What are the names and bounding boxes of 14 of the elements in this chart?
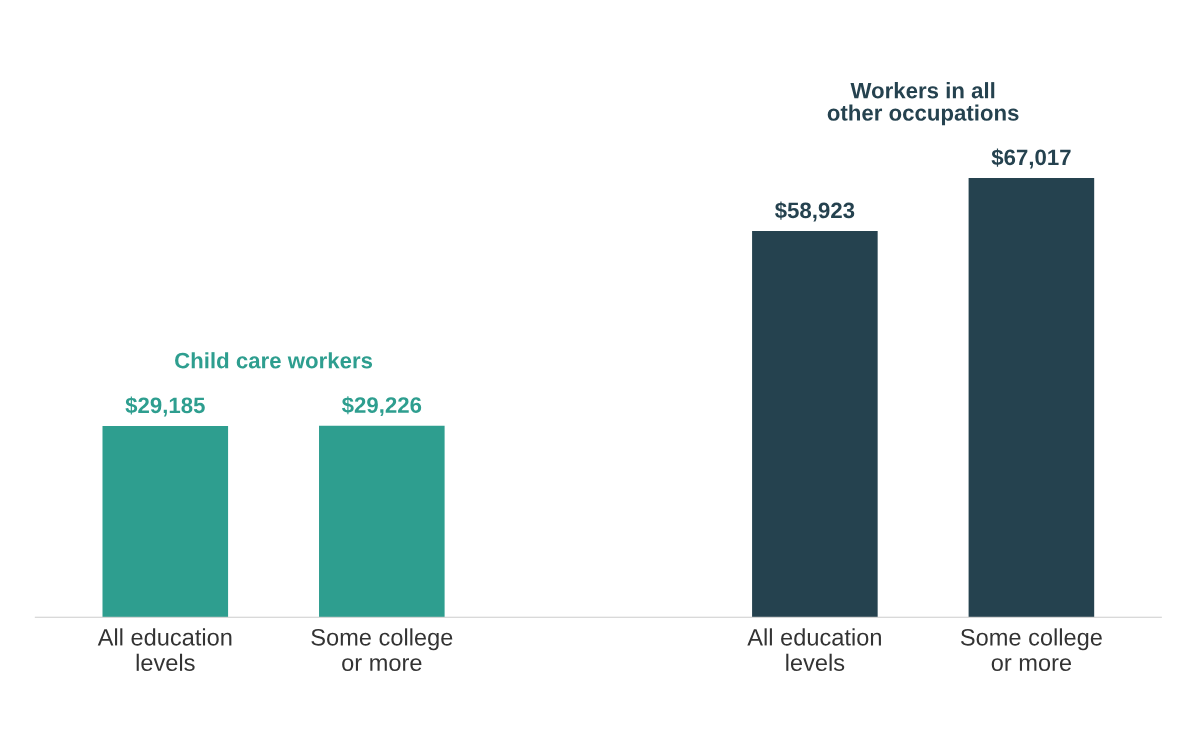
x-tick-label: All education levels — [747, 628, 881, 672]
data-label: $67,017 — [991, 148, 1071, 169]
bar — [319, 425, 445, 618]
bar — [752, 230, 878, 618]
bar — [968, 177, 1095, 618]
data-label: $29,226 — [341, 396, 422, 417]
data-label: $58,923 — [775, 201, 855, 222]
x-tick-label: Some college or more — [311, 628, 453, 672]
bar — [102, 425, 229, 618]
x-tick-label: Some college or more — [960, 628, 1102, 672]
x-tick-label: All education levels — [97, 628, 232, 672]
data-label: $29,185 — [125, 396, 205, 417]
text: Workers in all other occupations — [827, 82, 1019, 126]
annotation: Child care workers — [175, 352, 373, 369]
